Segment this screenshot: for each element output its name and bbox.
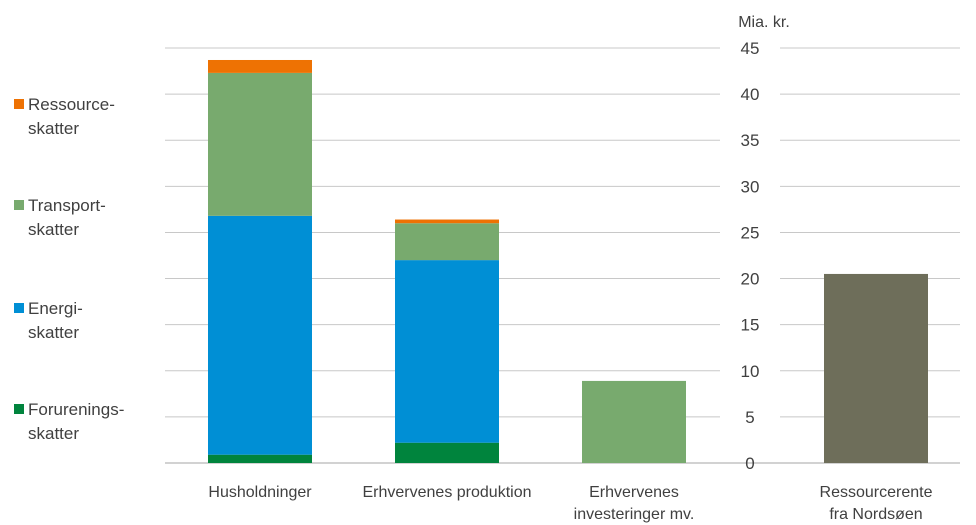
bar-segment xyxy=(395,442,499,463)
bar-segment xyxy=(208,454,312,463)
legend-label: skatter xyxy=(28,424,80,443)
legend-label: skatter xyxy=(28,220,80,239)
legend-swatch xyxy=(14,303,24,313)
y-tick-label: 15 xyxy=(741,316,760,335)
legend-label: Forurenings- xyxy=(28,400,125,419)
legend-label: skatter xyxy=(28,323,80,342)
legend-label: Ressource- xyxy=(28,95,115,114)
x-tick-label: Husholdninger xyxy=(208,484,312,501)
legend-item-transport-skatter: Transport- skatter xyxy=(14,194,106,242)
legend-item-ressource-skatter: Ressource- skatter xyxy=(14,93,115,141)
y-tick-label: 25 xyxy=(741,223,760,242)
y-tick-label: 45 xyxy=(741,39,760,58)
legend-label: Energi- xyxy=(28,299,83,318)
bar-segment xyxy=(395,219,499,224)
y-tick-label: 40 xyxy=(741,85,760,104)
y-tick-label: 30 xyxy=(741,177,760,196)
y-axis-label: Mia. kr. xyxy=(738,14,790,31)
y-tick-label: 35 xyxy=(741,131,760,150)
x-tick-label: Erhvervenes produktion xyxy=(363,484,532,501)
legend-item-forurenings-skatter: Forurenings- skatter xyxy=(14,398,124,446)
x-tick-label: fra Nordsøen xyxy=(829,506,922,523)
legend-label: Transport- xyxy=(28,196,106,215)
x-tick-label: Ressourcerente xyxy=(820,484,933,501)
legend-item-energi-skatter: Energi- skatter xyxy=(14,297,83,345)
legend-swatch xyxy=(14,99,24,109)
legend-swatch xyxy=(14,404,24,414)
bar-segment xyxy=(208,59,312,73)
legend-swatch xyxy=(14,200,24,210)
bar-segment xyxy=(395,260,499,443)
legend-label: skatter xyxy=(28,119,80,138)
legend: Ressource- skatter Transport- skatter En… xyxy=(14,0,164,525)
bar-segment xyxy=(208,72,312,216)
y-tick-label: 0 xyxy=(745,454,754,473)
bar-segment xyxy=(582,380,686,463)
bar-segment xyxy=(208,215,312,455)
y-tick-label: 10 xyxy=(741,362,760,381)
bar-segment xyxy=(395,223,499,261)
bar-segment xyxy=(824,273,928,463)
x-tick-label: Erhvervenes xyxy=(589,484,679,501)
y-tick-label: 20 xyxy=(741,270,760,289)
y-tick-label: 5 xyxy=(745,408,754,427)
x-tick-label: investeringer mv. xyxy=(574,506,695,523)
